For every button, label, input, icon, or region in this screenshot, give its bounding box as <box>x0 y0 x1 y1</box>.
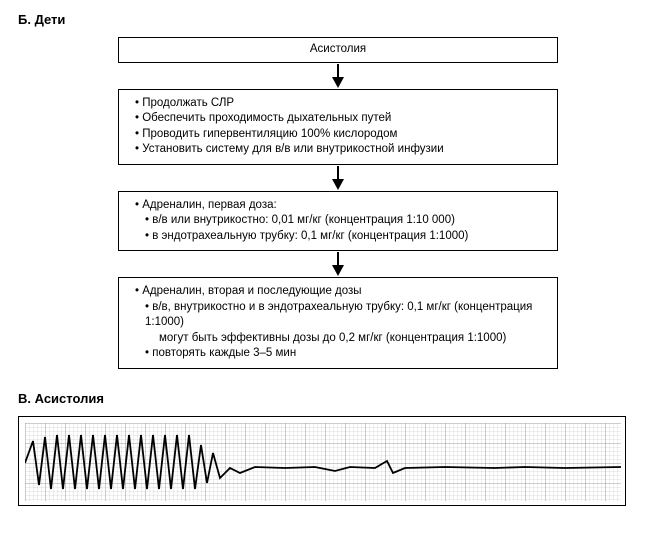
flow-box-cpr-steps: Продолжать СЛР Обеспечить проходимость д… <box>118 89 558 165</box>
arrow-down-icon <box>329 166 347 190</box>
cpr-step: Установить систему для в/в или внутрикос… <box>135 142 545 158</box>
adrenaline-first-item: в/в или внутрикостно: 0,01 мг/кг (концен… <box>145 213 545 229</box>
adrenaline-first-title: Адреналин, первая доза: <box>135 198 545 214</box>
cpr-step: Обеспечить проходимость дыхательных путе… <box>135 111 545 127</box>
adrenaline-first-item: в эндотрахеальную трубку: 0,1 мг/кг (кон… <box>145 229 545 245</box>
ecg-strip-frame <box>18 416 626 506</box>
section-b-title: Б. Дети <box>18 12 627 27</box>
arrow-1 <box>118 63 558 89</box>
arrow-2 <box>118 165 558 191</box>
arrow-down-icon <box>329 252 347 276</box>
arrow-3 <box>118 251 558 277</box>
arrow-down-icon <box>329 64 347 88</box>
flow-box-adrenaline-next: Адреналин, вторая и последующие дозы в/в… <box>118 277 558 369</box>
cpr-step: Проводить гипервентиляцию 100% кислородо… <box>135 127 545 143</box>
ecg-svg <box>25 423 621 501</box>
adrenaline-next-title: Адреналин, вторая и последующие дозы <box>135 284 545 300</box>
adrenaline-next-note: могут быть эффективны дозы до 0,2 мг/кг … <box>131 331 545 347</box>
flowchart-container: Асистолия Продолжать СЛР Обеспечить прох… <box>118 37 558 369</box>
section-v-title: В. Асистолия <box>18 391 627 406</box>
adrenaline-next-item: повторять каждые 3–5 мин <box>145 346 545 362</box>
cpr-step: Продолжать СЛР <box>135 96 545 112</box>
adrenaline-next-item: в/в, внутрикостно и в эндотрахеальную тр… <box>145 300 545 331</box>
ecg-strip <box>25 423 619 499</box>
flow-box-adrenaline-first: Адреналин, первая доза: в/в или внутрико… <box>118 191 558 252</box>
flow-box-asystole: Асистолия <box>118 37 558 63</box>
